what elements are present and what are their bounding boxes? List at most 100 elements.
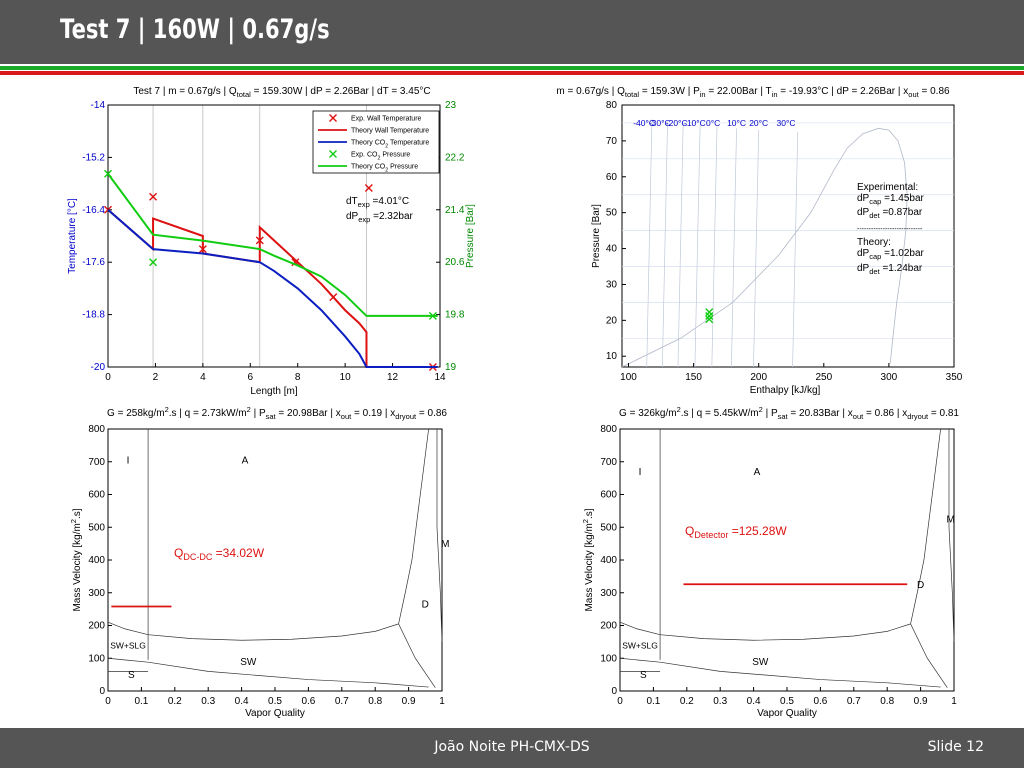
series-line (107, 173, 438, 317)
y-tick-label: 200 (88, 621, 105, 632)
y-axis-label: Temperature [°C] (67, 198, 78, 274)
dt-annotation: dTexp =4.01°C (346, 196, 409, 209)
x-axis-label: Vapor Quality (245, 708, 305, 719)
region-label: A (242, 455, 249, 466)
x-tick-label: 0.2 (680, 696, 694, 707)
isotherm-line (646, 119, 653, 368)
x-tick-label: 0.5 (268, 696, 282, 707)
y-tick-label: 100 (600, 653, 617, 664)
theory-dpdet: dPdet =1.24bar (857, 263, 923, 276)
boundary-stratified-wavy (107, 621, 399, 641)
isotherm-label: 30°C (777, 118, 796, 128)
y-tick-label: 0 (99, 686, 105, 697)
y2-tick-label: 23 (445, 100, 457, 111)
legend-entry: Theory CO2 Temperature (351, 140, 429, 150)
x-tick-label: 1 (951, 696, 957, 707)
y-tick-label: 10 (606, 351, 618, 362)
region-label: SW+SLG (110, 640, 146, 650)
y-tick-label: 80 (606, 100, 618, 111)
y-tick-label: 700 (88, 457, 105, 468)
y-tick-label: 400 (88, 555, 105, 566)
y2-tick-label: 19.8 (445, 310, 465, 321)
exp-pressure-marker (705, 315, 714, 324)
y-tick-label: 400 (600, 555, 617, 566)
slide-footer: João Noite PH-CMX-DS Slide 12 (0, 728, 1024, 768)
x-tick-label: 0.8 (368, 696, 382, 707)
region-label: A (754, 467, 761, 478)
x-tick-label: 200 (750, 372, 767, 383)
y2-tick-label: 22.2 (445, 152, 465, 163)
x-tick-label: 0.3 (201, 696, 215, 707)
x-marker-stroke (149, 258, 158, 267)
y-tick-label: 300 (600, 588, 617, 599)
x-tick-label: 300 (881, 372, 898, 383)
x-marker-stroke (329, 150, 337, 158)
theory-title: Theory: (857, 237, 891, 248)
x-marker-stroke (329, 114, 337, 122)
x-axis-label: Vapor Quality (757, 708, 817, 719)
y-tick-label: -16.4 (82, 205, 105, 216)
isotherm-line (711, 126, 718, 368)
dp-annotation: dPexp =2.32bar (346, 211, 414, 224)
series-line (107, 209, 438, 368)
y-tick-label: 0 (611, 686, 617, 697)
region-label: D (917, 580, 924, 591)
x-tick-label: 0.9 (402, 696, 416, 707)
data-point-marker (364, 183, 373, 192)
length-plot-frame (107, 104, 441, 368)
isotherm-label: -30°C (649, 118, 671, 128)
legend-marker (329, 114, 337, 122)
x-tick-label: 0 (105, 372, 111, 383)
region-label: I (639, 467, 642, 478)
x-axis-label: Length [m] (250, 386, 297, 397)
legend-entry: Exp. CO2 Pressure (351, 152, 410, 162)
x-tick-label: 100 (620, 372, 637, 383)
x-tick-label: 14 (434, 372, 446, 383)
flow-map-title: G = 326kg/m2.s | q = 5.45kW/m2 | Psat = … (619, 405, 959, 421)
isotherm-line (677, 122, 684, 368)
x-marker-stroke (705, 315, 714, 324)
y-tick-label: 20 (606, 315, 618, 326)
heat-annotation: QDetector =125.28W (685, 524, 787, 540)
x-tick-label: 4 (200, 372, 206, 383)
y-tick-label: 100 (88, 653, 105, 664)
y-tick-label: 60 (606, 172, 618, 183)
boundary-slug (107, 657, 429, 688)
x-tick-label: 0.6 (301, 696, 315, 707)
x-tick-label: 0.1 (646, 696, 660, 707)
x-tick-label: 0.1 (134, 696, 148, 707)
heat-annotation: QDC-DC =34.02W (174, 546, 265, 562)
y-tick-label: -17.6 (82, 257, 105, 268)
y-axis-label: Pressure [Bar] (591, 204, 602, 268)
ph-chart-title: m = 0.67g/s | Qtotal = 159.3W | Pin = 22… (556, 86, 950, 99)
y-tick-label: 50 (606, 208, 618, 219)
y-tick-label: -18.8 (82, 310, 105, 321)
isotherm-label: 10°C (727, 118, 746, 128)
region-label: D (422, 599, 429, 610)
x-tick-label: 6 (248, 372, 254, 383)
region-label: S (640, 670, 647, 681)
x-tick-label: 0.7 (847, 696, 861, 707)
x-marker-stroke (705, 312, 714, 321)
y-tick-label: 700 (600, 457, 617, 468)
flow-map-frame (619, 428, 955, 692)
y-tick-label: 300 (88, 588, 105, 599)
saturation-dome (621, 127, 908, 368)
y-tick-label: 800 (88, 424, 105, 435)
slide-header: Test 7 | 160W | 0.67g/s (0, 0, 1024, 64)
flow-map-title: G = 258kg/m2.s | q = 2.73kW/m2 | Psat = … (107, 405, 447, 421)
header-stripe-green (0, 66, 1024, 70)
isotherm-label: -20°C (666, 118, 688, 128)
isotherm-line (792, 131, 799, 368)
exp-dpcap: dPcap =1.45bar (857, 193, 925, 206)
x-tick-label: 0 (617, 696, 623, 707)
length-chart-title: Test 7 | m = 0.67g/s | Qtotal = 159.30W … (133, 86, 430, 99)
x-tick-label: 350 (946, 372, 963, 383)
region-label: M (441, 539, 449, 550)
y-tick-label: 500 (600, 522, 617, 533)
slide-title: Test 7 | 160W | 0.67g/s (60, 14, 330, 45)
region-label: SW+SLG (622, 640, 658, 650)
x-axis-label: Enthalpy [kJ/kg] (750, 385, 821, 396)
x-tick-label: 2 (153, 372, 159, 383)
region-label: SW (752, 657, 769, 668)
